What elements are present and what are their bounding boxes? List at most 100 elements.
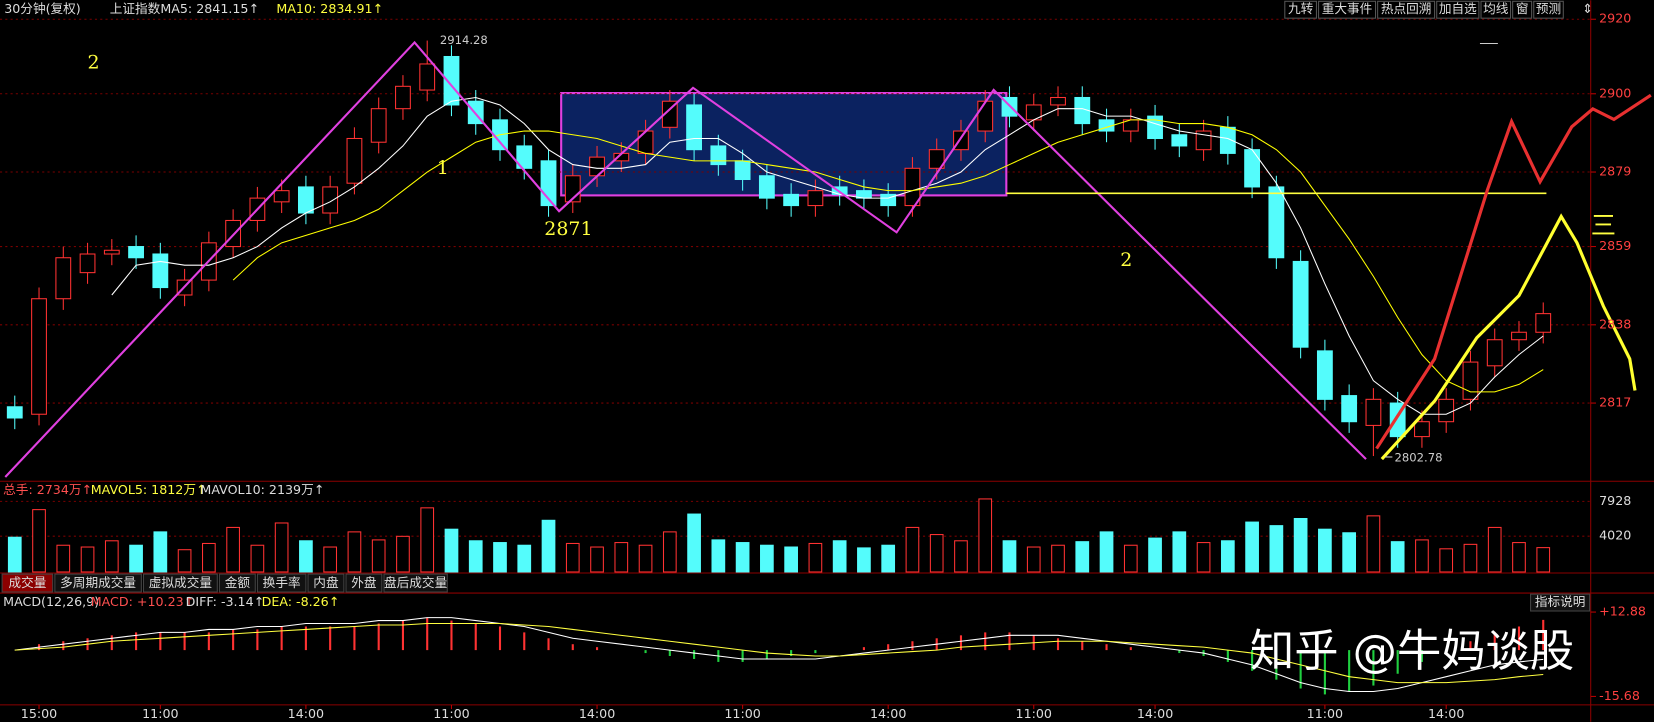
tab-label[interactable]: 内盘 bbox=[313, 575, 339, 590]
help-button[interactable] bbox=[1530, 593, 1591, 612]
volume-bar bbox=[857, 547, 871, 573]
low-label: 2802.78 bbox=[1395, 451, 1443, 465]
toolbar-button[interactable] bbox=[1480, 0, 1512, 19]
x-tick-label: 14:00 bbox=[288, 706, 324, 721]
volume-bar bbox=[299, 540, 313, 573]
tab-label[interactable]: 换手率 bbox=[263, 575, 301, 590]
volume-bar bbox=[1123, 544, 1138, 573]
volume-bar bbox=[1196, 542, 1211, 573]
tab-label[interactable]: 外盘 bbox=[351, 575, 377, 590]
tab-label[interactable]: 金额 bbox=[225, 575, 251, 590]
toolbar-button[interactable] bbox=[1318, 0, 1377, 19]
volume-bar bbox=[687, 513, 701, 573]
toolbar-label[interactable]: 热点回溯 bbox=[1381, 1, 1432, 16]
candle-body bbox=[1244, 149, 1261, 188]
volume-bar bbox=[250, 544, 265, 573]
volume-bar bbox=[1051, 544, 1065, 573]
candle-body bbox=[103, 249, 120, 255]
macd-name: MACD(12,26,9) bbox=[3, 594, 99, 609]
toolbar-button[interactable] bbox=[1512, 0, 1533, 19]
toolbar-label[interactable]: 窗 bbox=[1516, 1, 1529, 16]
tab[interactable] bbox=[383, 573, 448, 593]
x-tick-label: 15:00 bbox=[21, 706, 57, 721]
tab[interactable] bbox=[1, 573, 54, 593]
x-tick-label: 14:00 bbox=[870, 706, 906, 721]
volume-bar bbox=[1075, 541, 1090, 573]
toolbar-label[interactable]: 均线 bbox=[1483, 1, 1509, 16]
tab[interactable] bbox=[218, 573, 256, 593]
volume-bar bbox=[1439, 548, 1454, 573]
volume-bar bbox=[1172, 531, 1187, 573]
volume-bar bbox=[832, 540, 847, 573]
candle-body bbox=[152, 253, 169, 289]
volume-bar bbox=[662, 531, 677, 573]
volume-bar bbox=[541, 519, 556, 573]
annotation: 2 bbox=[88, 52, 100, 74]
tab[interactable] bbox=[256, 573, 307, 593]
volume-bar bbox=[978, 498, 993, 573]
volume-bar bbox=[1099, 531, 1114, 573]
volume-bar bbox=[323, 546, 338, 573]
dea-value: DEA: -8.26↑ bbox=[262, 594, 340, 609]
volume-bar bbox=[1366, 515, 1381, 573]
candle-body bbox=[880, 193, 897, 207]
volume-bar bbox=[1318, 528, 1332, 573]
x-tick-label: 11:00 bbox=[1307, 706, 1343, 721]
volume-bar bbox=[177, 549, 192, 573]
candle-body bbox=[1414, 421, 1430, 438]
volume-tick-label: 4020 bbox=[1599, 528, 1631, 543]
toolbar-label[interactable]: 预测 bbox=[1536, 1, 1561, 16]
volume-bar bbox=[929, 534, 944, 573]
x-tick-label: 14:00 bbox=[1137, 706, 1173, 721]
tab-label[interactable]: 虚拟成交量 bbox=[149, 575, 213, 590]
series-name: MA10 bbox=[1556, 499, 1559, 502]
volume-bar bbox=[153, 531, 168, 573]
toolbar-button[interactable] bbox=[1284, 0, 1317, 19]
tab[interactable] bbox=[54, 573, 142, 593]
volume-bar bbox=[347, 531, 362, 573]
toolbar-button[interactable] bbox=[1377, 0, 1436, 19]
volume-bar bbox=[1463, 543, 1478, 573]
tab-label[interactable]: 成交量 bbox=[8, 575, 46, 590]
volume-bar bbox=[881, 544, 896, 573]
annotation: 三 bbox=[1591, 211, 1616, 240]
volume-bar bbox=[1512, 542, 1526, 573]
mavol10-label: MAVOL10: 2139万↑ bbox=[200, 482, 324, 497]
tab[interactable] bbox=[142, 573, 218, 593]
tab-label[interactable]: 多周期成交量 bbox=[60, 575, 136, 590]
toolbar-label[interactable]: 九转 bbox=[1288, 1, 1314, 16]
volume-bar bbox=[711, 539, 726, 573]
candle-body bbox=[686, 104, 703, 151]
toolbar-label[interactable]: 加自选 bbox=[1439, 1, 1477, 16]
volume-bar bbox=[226, 526, 240, 573]
volume-bar bbox=[104, 540, 119, 573]
toolbar-label[interactable]: 重大事件 bbox=[1322, 1, 1373, 16]
macd-tick-label: +12.88 bbox=[1599, 604, 1646, 619]
volume-bar bbox=[808, 542, 823, 573]
period: 30分钟(复权) bbox=[4, 1, 81, 16]
candle-body bbox=[807, 190, 824, 207]
tab-label[interactable]: 盘后成交量 bbox=[384, 575, 448, 590]
candle-body bbox=[710, 145, 727, 166]
candle-body bbox=[297, 186, 314, 214]
volume-bar bbox=[1002, 540, 1017, 573]
index-name: 上证指数 bbox=[110, 1, 161, 16]
volume-bar bbox=[80, 546, 95, 573]
volume-bar bbox=[32, 509, 46, 573]
macd-tick-label: -15.68 bbox=[1599, 688, 1640, 703]
help-label[interactable]: 指标说明 bbox=[1535, 594, 1586, 609]
tab[interactable] bbox=[307, 573, 345, 593]
toolbar-button[interactable] bbox=[1436, 0, 1480, 19]
tab[interactable] bbox=[345, 573, 383, 593]
volume-total: 总手: 2734万↑ bbox=[3, 482, 92, 497]
high-label: 2914.28 bbox=[440, 33, 488, 47]
candle-body bbox=[225, 219, 242, 248]
volume-bar bbox=[1148, 537, 1162, 573]
candle-body bbox=[1365, 398, 1382, 426]
ma10-label: MA10: 2834.91↑ bbox=[276, 1, 383, 16]
candle-body bbox=[637, 130, 654, 154]
x-tick-label: 11:00 bbox=[1016, 706, 1052, 721]
toolbar-button[interactable] bbox=[1533, 0, 1564, 19]
candle-body bbox=[589, 156, 605, 177]
